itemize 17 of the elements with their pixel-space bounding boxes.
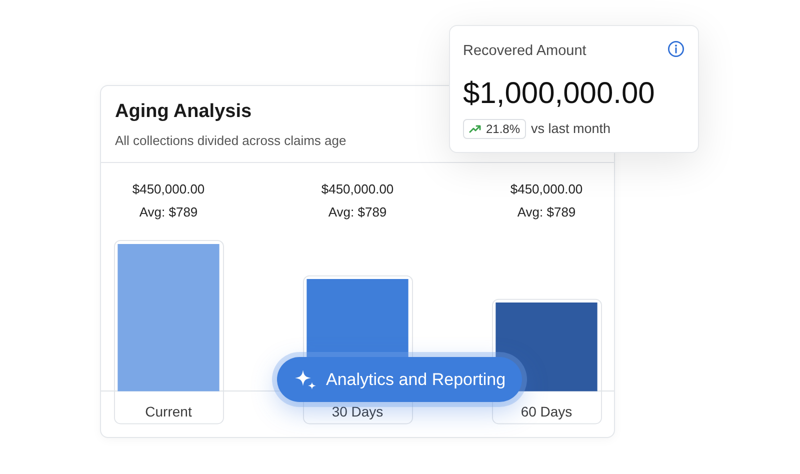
x-tick-label: 30 Days [332,403,384,420]
text: Avg: $789 [517,204,576,220]
x-tick-label: 60 Days [520,403,572,420]
text: $1,000,000.00 [463,77,655,111]
text: vs last month [531,121,611,137]
text: $450,000.00 [321,182,394,197]
text: Avg: $789 [328,204,387,220]
text: Avg: $789 [139,204,198,220]
chart-subtitle: All collections divided across claims age [115,133,346,149]
text: $450,000.00 [132,182,205,197]
pill-button: Analytics and Reporting [277,357,522,402]
x-tick-label: Current [145,403,192,420]
annotation: Analytics and Reporting [326,370,506,390]
text: $450,000.00 [510,182,583,197]
chart-title: Aging Analysis [115,101,252,123]
text: Recovered Amount [463,42,586,60]
text: 21.8% [486,122,520,136]
